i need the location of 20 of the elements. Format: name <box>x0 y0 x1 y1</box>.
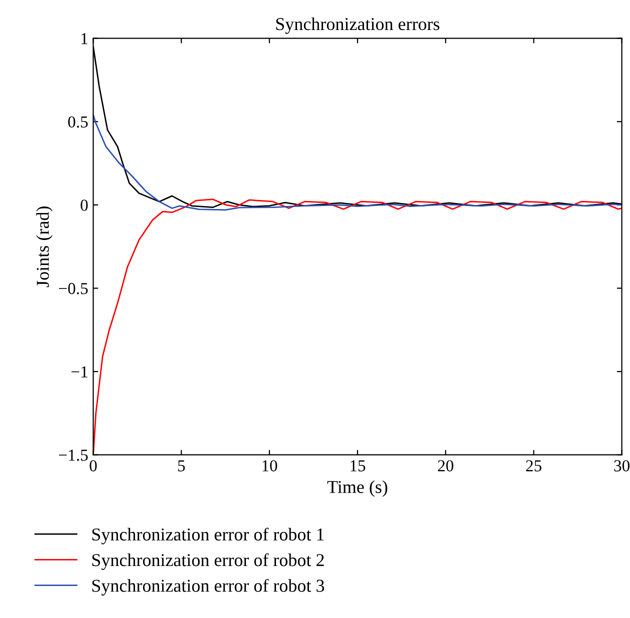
x-tick-label: 30 <box>614 460 630 472</box>
legend-label: Synchronization error of robot 2 <box>92 553 324 570</box>
y-tick-label: 1 <box>82 33 88 44</box>
x-tick-label: 20 <box>438 460 454 472</box>
x-tick-label: 5 <box>178 460 185 472</box>
legend-label: Synchronization error of robot 1 <box>92 528 324 544</box>
x-tick-label: 10 <box>262 460 278 472</box>
legend-label: Synchronization error of robot 3 <box>92 578 324 596</box>
y-tick-label: −0.5 <box>58 282 88 294</box>
x-tick-label: 15 <box>350 460 366 472</box>
x-tick-label: 0 <box>90 460 97 472</box>
y-tick-label: 0 <box>80 200 88 211</box>
y-axis-title: Joints (rad) <box>36 206 53 288</box>
y-tick-label: −1 <box>71 366 88 378</box>
x-tick-label: 25 <box>526 460 542 472</box>
y-tick-label: 0.5 <box>68 116 88 128</box>
x-axis-title: Time (s) <box>327 480 388 497</box>
line-series <box>93 114 622 211</box>
y-tick-label: −1.5 <box>58 450 88 461</box>
chart-title: Synchronization errors <box>276 17 440 34</box>
